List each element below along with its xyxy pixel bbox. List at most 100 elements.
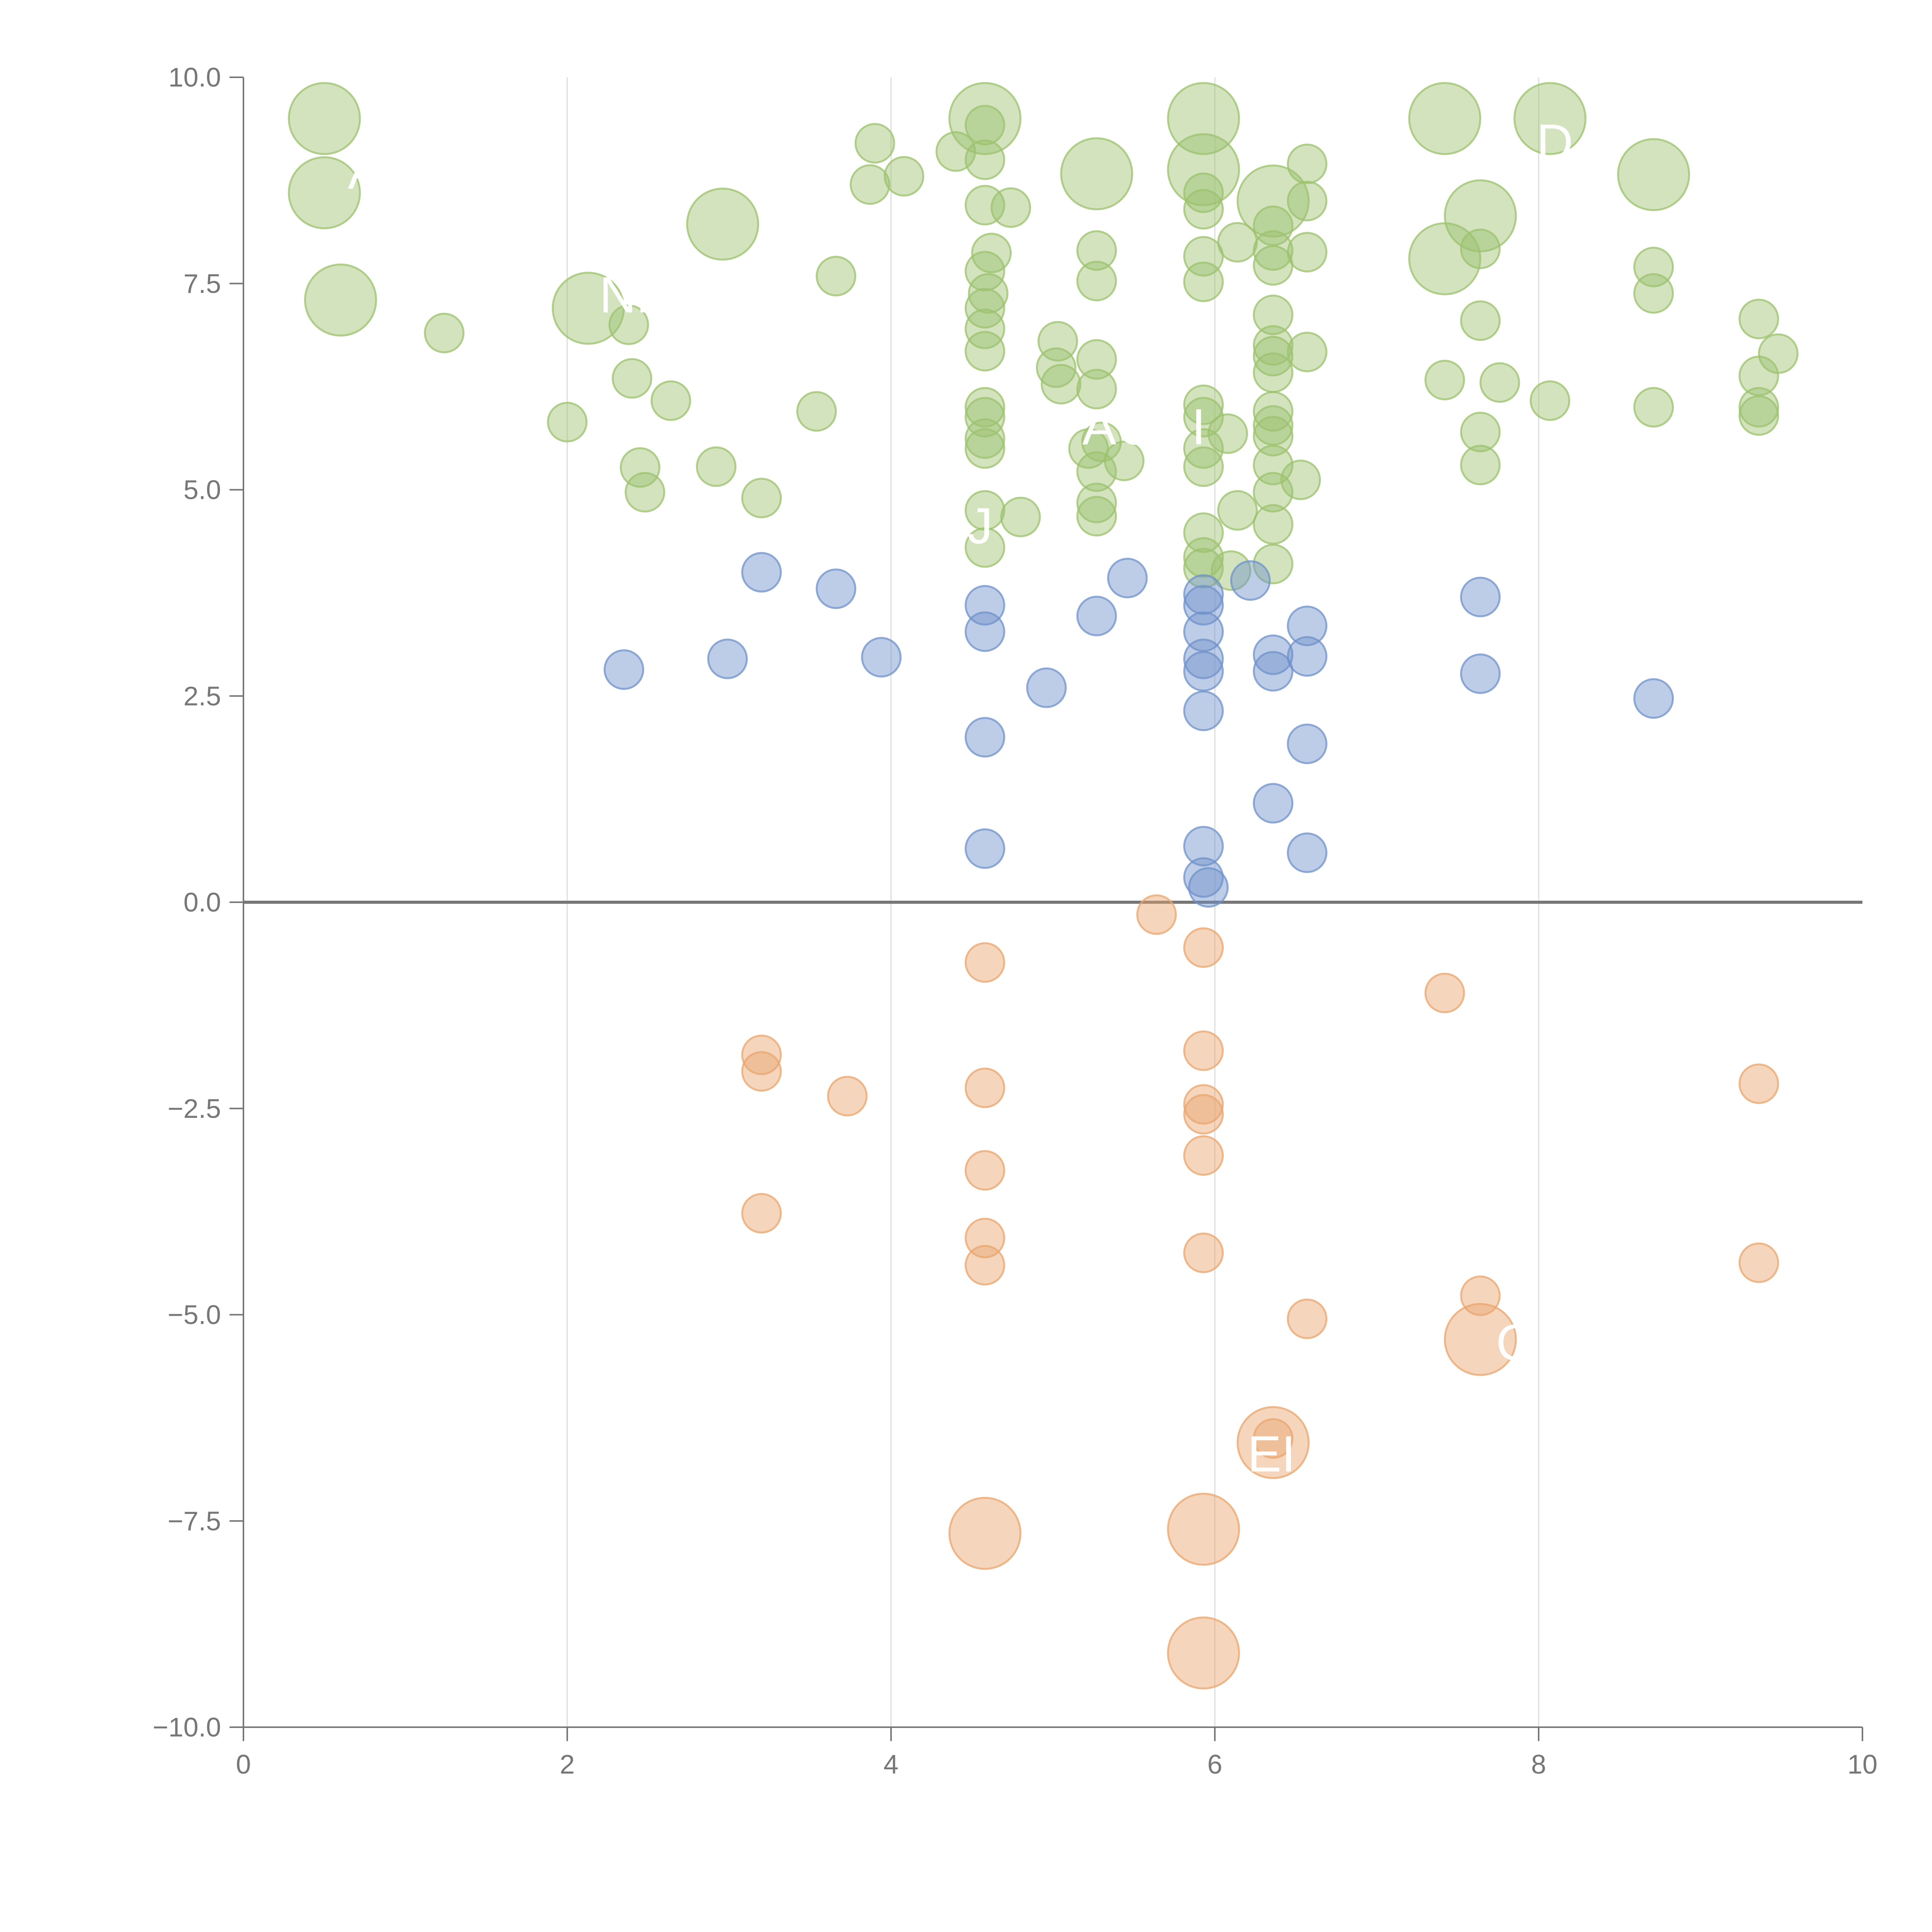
- data-point: [964, 611, 1005, 652]
- data-point: [1460, 444, 1501, 485]
- data-point: [1444, 179, 1517, 253]
- data-point: [1287, 143, 1328, 184]
- data-point: [1188, 867, 1229, 908]
- data-point: [948, 82, 1022, 155]
- data-point: [1236, 1406, 1310, 1479]
- data-point: [1253, 634, 1294, 675]
- data-point: [1253, 504, 1294, 545]
- data-point: [1136, 894, 1177, 935]
- data-point: [964, 1245, 1005, 1286]
- data-point: [1076, 451, 1117, 492]
- data-point: [1060, 137, 1133, 211]
- data-point: [1253, 336, 1294, 377]
- data-point: [1253, 472, 1294, 513]
- data-point: [1076, 595, 1117, 636]
- data-point: [424, 313, 465, 354]
- data-point: [1183, 261, 1224, 302]
- data-point: [741, 552, 782, 593]
- point-label: EI: [1247, 1425, 1296, 1482]
- data-point: [1183, 927, 1224, 968]
- data-point: [964, 1067, 1005, 1108]
- axes: −10.0 −7.5 −5.0 −2.5 0.0 2.5 5.0 7.5 10.0 0 2 4 6 8 10: [153, 62, 1878, 1779]
- y-tick-label: 2.5: [184, 681, 221, 711]
- data-point: [1183, 1030, 1224, 1071]
- x-tick-label: 2: [560, 1749, 575, 1779]
- data-point: [827, 1076, 868, 1117]
- data-point: [861, 637, 902, 678]
- data-point: [624, 472, 665, 513]
- data-point: [964, 288, 1005, 329]
- data-point: [1183, 1084, 1224, 1125]
- data-point: [1183, 428, 1224, 469]
- y-tick-label: −10.0: [153, 1712, 221, 1742]
- data-point: [1183, 826, 1224, 867]
- x-tick-label: 4: [884, 1749, 899, 1779]
- data-point: [1183, 1135, 1224, 1176]
- data-point: [741, 1051, 782, 1092]
- data-point: [1287, 723, 1328, 764]
- data-point: [964, 1150, 1005, 1191]
- data-point: [1758, 333, 1799, 374]
- data-point: [1408, 82, 1481, 155]
- y-tick-label: −7.5: [168, 1506, 221, 1536]
- data-point: [1287, 636, 1328, 677]
- y-tick-label: 7.5: [184, 269, 221, 299]
- data-point: [1107, 558, 1148, 599]
- data-point: [1000, 497, 1041, 537]
- data-point: [796, 391, 837, 432]
- data-point: [1208, 413, 1248, 454]
- data-point: [1253, 544, 1294, 585]
- data-point: [547, 401, 588, 442]
- data-point: [964, 428, 1005, 469]
- data-point: [1167, 82, 1240, 155]
- y-tick-label: 5.0: [184, 475, 221, 505]
- data-point: [1183, 446, 1224, 487]
- data-point: [1479, 362, 1520, 403]
- y-tick-label: −2.5: [168, 1094, 221, 1124]
- data-point: [604, 649, 645, 690]
- data-point: [1460, 228, 1501, 269]
- data-point: [1253, 783, 1294, 824]
- data-point: [612, 358, 653, 399]
- data-point: [1041, 364, 1082, 405]
- point-label: J: [967, 497, 993, 554]
- x-tick-label: 0: [236, 1749, 251, 1779]
- data-point: [1183, 638, 1224, 679]
- data-points: [288, 82, 1799, 1690]
- data-point: [1253, 651, 1294, 692]
- data-point: [1253, 416, 1294, 457]
- x-tick-label: 8: [1531, 1749, 1546, 1779]
- data-point: [1287, 1298, 1328, 1339]
- point-label: NL: [599, 266, 665, 323]
- data-point: [1287, 332, 1328, 372]
- data-point: [1217, 490, 1258, 531]
- data-point: [1183, 690, 1224, 731]
- data-point: [816, 256, 857, 297]
- data-point: [1167, 1616, 1240, 1690]
- data-point: [707, 638, 748, 679]
- data-point: [1529, 380, 1570, 421]
- data-point: [1424, 973, 1465, 1014]
- data-point: [1167, 1493, 1240, 1566]
- data-point: [964, 942, 1005, 983]
- data-point: [1076, 483, 1117, 524]
- data-point: [1287, 605, 1328, 646]
- data-point: [1738, 395, 1779, 436]
- data-point: [1076, 230, 1117, 271]
- point-label: I: [1192, 398, 1206, 455]
- data-point: [964, 105, 1005, 146]
- data-point: [304, 263, 377, 337]
- x-tick-label: 6: [1208, 1749, 1223, 1779]
- data-point: [964, 397, 1005, 438]
- data-point: [1183, 537, 1224, 578]
- data-point: [1183, 1094, 1224, 1135]
- data-point: [1280, 459, 1321, 500]
- data-point: [816, 568, 857, 609]
- data-point: [288, 156, 361, 230]
- data-point: [686, 187, 759, 261]
- data-point: [1230, 560, 1271, 601]
- x-tick-label: 10: [1847, 1749, 1878, 1779]
- data-point: [1460, 412, 1501, 452]
- data-point: [850, 164, 891, 205]
